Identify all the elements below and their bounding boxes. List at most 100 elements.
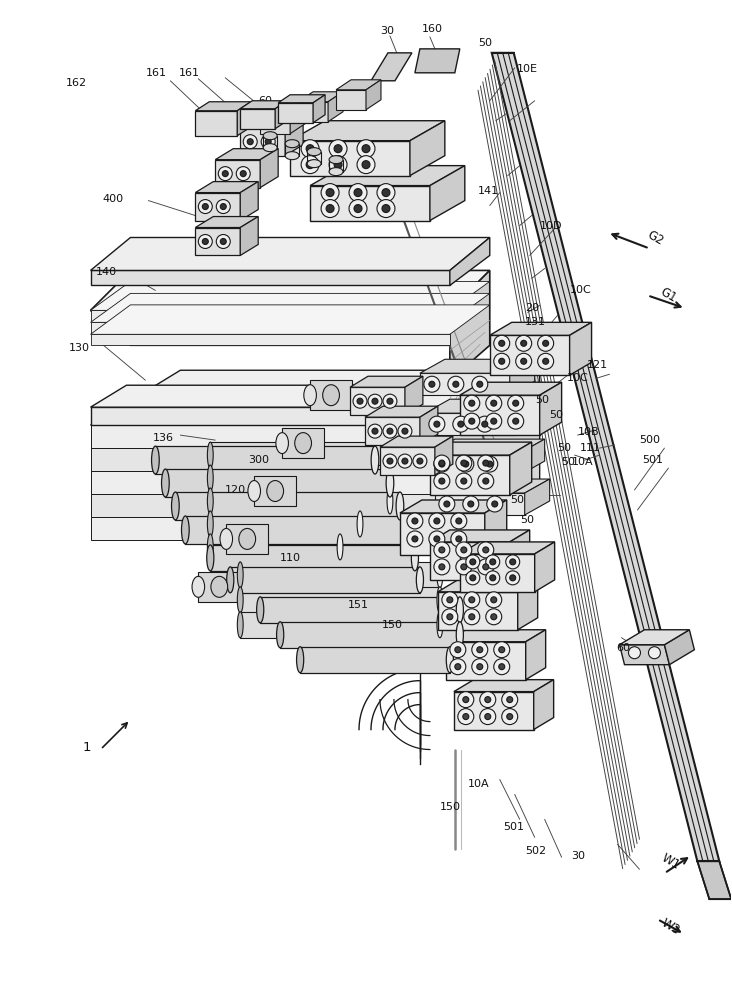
Ellipse shape <box>456 597 463 623</box>
Ellipse shape <box>368 424 382 438</box>
Ellipse shape <box>276 433 288 454</box>
Polygon shape <box>435 436 453 475</box>
Ellipse shape <box>434 542 450 558</box>
Ellipse shape <box>413 454 427 468</box>
Polygon shape <box>195 182 258 193</box>
Ellipse shape <box>451 531 467 547</box>
Polygon shape <box>237 102 251 136</box>
Ellipse shape <box>434 455 450 471</box>
Text: 120: 120 <box>225 485 247 495</box>
Polygon shape <box>195 102 251 111</box>
Ellipse shape <box>334 161 342 169</box>
Polygon shape <box>240 128 285 156</box>
Polygon shape <box>195 228 240 255</box>
Ellipse shape <box>498 647 505 653</box>
Ellipse shape <box>448 376 464 392</box>
Polygon shape <box>665 630 695 665</box>
Polygon shape <box>298 92 343 102</box>
Ellipse shape <box>456 542 472 558</box>
Polygon shape <box>525 479 550 515</box>
Text: 131: 131 <box>525 317 545 327</box>
Ellipse shape <box>463 697 468 703</box>
Ellipse shape <box>470 559 476 565</box>
Polygon shape <box>298 102 328 122</box>
Polygon shape <box>454 680 553 692</box>
Polygon shape <box>435 493 525 515</box>
Text: 50: 50 <box>536 395 550 405</box>
Text: 50: 50 <box>478 38 492 48</box>
Polygon shape <box>260 597 460 623</box>
Ellipse shape <box>424 376 440 392</box>
Ellipse shape <box>266 481 283 501</box>
Polygon shape <box>450 270 490 380</box>
Ellipse shape <box>470 575 476 581</box>
Text: 300: 300 <box>248 455 269 465</box>
Ellipse shape <box>461 478 467 484</box>
Ellipse shape <box>520 358 527 364</box>
Ellipse shape <box>472 642 488 658</box>
Ellipse shape <box>285 140 299 148</box>
Ellipse shape <box>439 460 445 466</box>
Ellipse shape <box>237 587 243 613</box>
Ellipse shape <box>442 609 458 625</box>
Ellipse shape <box>277 622 284 648</box>
Ellipse shape <box>472 376 488 392</box>
Polygon shape <box>410 121 445 176</box>
Ellipse shape <box>468 418 475 424</box>
Polygon shape <box>446 642 526 680</box>
Ellipse shape <box>402 428 408 434</box>
Ellipse shape <box>487 496 503 512</box>
Ellipse shape <box>507 697 512 703</box>
Polygon shape <box>91 407 450 425</box>
Ellipse shape <box>321 200 339 218</box>
Ellipse shape <box>211 576 228 597</box>
Polygon shape <box>91 494 450 517</box>
Ellipse shape <box>458 421 464 427</box>
Polygon shape <box>420 359 534 373</box>
Polygon shape <box>490 335 569 375</box>
Polygon shape <box>438 592 518 630</box>
Ellipse shape <box>372 428 378 434</box>
Text: 502: 502 <box>525 846 546 856</box>
Polygon shape <box>698 861 731 899</box>
Ellipse shape <box>407 531 423 547</box>
Polygon shape <box>290 104 305 134</box>
Ellipse shape <box>429 513 445 529</box>
Polygon shape <box>430 453 520 475</box>
Polygon shape <box>310 186 430 221</box>
Ellipse shape <box>486 413 501 429</box>
Polygon shape <box>231 567 420 593</box>
Text: 111: 111 <box>580 443 600 453</box>
Polygon shape <box>430 166 465 221</box>
Ellipse shape <box>295 433 312 454</box>
Polygon shape <box>195 217 258 228</box>
Ellipse shape <box>412 518 418 524</box>
Ellipse shape <box>265 139 271 145</box>
Polygon shape <box>454 692 534 730</box>
Text: 10A: 10A <box>468 779 490 789</box>
Ellipse shape <box>323 385 340 406</box>
Ellipse shape <box>387 458 393 464</box>
Polygon shape <box>371 53 412 81</box>
Ellipse shape <box>463 714 468 720</box>
Ellipse shape <box>538 335 553 351</box>
Text: 10C: 10C <box>567 373 589 383</box>
Ellipse shape <box>207 442 213 468</box>
Ellipse shape <box>192 576 205 597</box>
Polygon shape <box>336 80 381 90</box>
Ellipse shape <box>439 478 445 484</box>
Ellipse shape <box>220 528 233 549</box>
Ellipse shape <box>506 555 520 569</box>
Polygon shape <box>280 622 460 648</box>
Text: 30: 30 <box>380 26 394 36</box>
Polygon shape <box>185 516 410 544</box>
Ellipse shape <box>237 562 243 588</box>
Ellipse shape <box>447 614 453 620</box>
Polygon shape <box>518 580 538 630</box>
Ellipse shape <box>285 152 299 160</box>
Ellipse shape <box>321 184 339 202</box>
Ellipse shape <box>306 145 314 153</box>
Ellipse shape <box>490 575 496 581</box>
Ellipse shape <box>429 381 435 387</box>
Ellipse shape <box>398 454 412 468</box>
